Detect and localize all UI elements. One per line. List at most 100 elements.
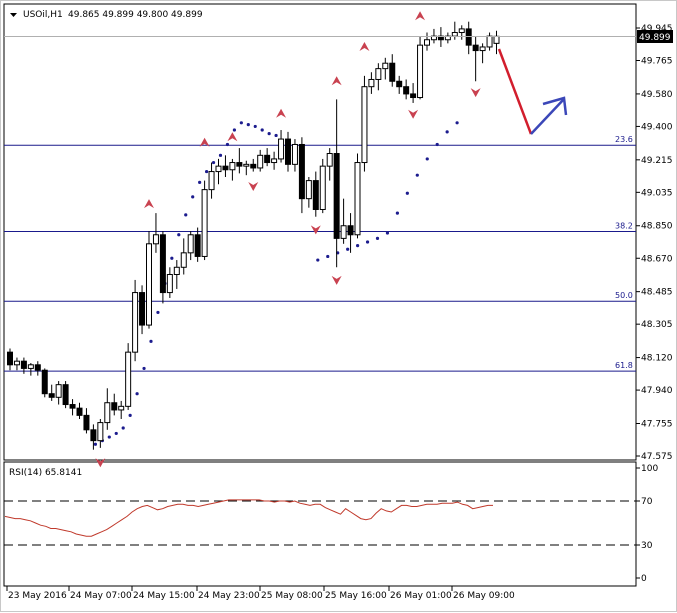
candle-body [257, 154, 264, 169]
fractal-down-icon [310, 225, 321, 235]
sar-dot [128, 413, 132, 417]
candle-body [347, 225, 354, 236]
forecast-arrows[interactable] [497, 48, 568, 135]
price-label: 48.305 [641, 320, 673, 330]
sar-dot [198, 180, 202, 185]
time-label: 24 May 15:00 [133, 591, 195, 601]
fib-label: 23.6 [615, 135, 633, 144]
sar-dot [135, 392, 139, 396]
sar-dot [232, 128, 236, 132]
candle-body [41, 369, 48, 395]
candle-body [97, 422, 104, 442]
sar-dot [385, 231, 390, 235]
price-label: 49.945 [641, 24, 673, 34]
candle-body [368, 78, 375, 88]
candle-body [326, 153, 333, 167]
sar-dot [121, 426, 125, 430]
price-label: 49.400 [641, 122, 673, 132]
fibonacci-levels[interactable]: 23.6 38.2 50.0 61.8 [4, 135, 636, 372]
sar-dot [253, 124, 257, 129]
candle-body [173, 266, 180, 276]
sar-dot [435, 142, 439, 147]
time-label: 24 May 07:00 [70, 591, 132, 601]
sar-dot [274, 133, 278, 138]
candle-body [319, 165, 326, 210]
current-price-tag: 49.899 [637, 30, 673, 43]
candle-body [76, 407, 83, 416]
parabolic-sar-dots [93, 121, 459, 446]
time-label: 26 May 01:00 [390, 591, 452, 601]
candle-body [13, 360, 20, 366]
price-label: 47.940 [641, 386, 673, 396]
candle-body [465, 28, 472, 46]
sar-dot [445, 130, 449, 134]
candle-body [285, 138, 291, 165]
up-arrow-head-icon [542, 96, 568, 116]
candle-body [139, 292, 146, 326]
rsi-pane[interactable] [3, 461, 637, 587]
fractal-up-icon [415, 11, 426, 21]
candlesticks [7, 21, 500, 450]
price-label: 48.485 [641, 288, 673, 298]
sar-dot [405, 191, 409, 195]
rsi-axis-label: 100 [641, 464, 658, 474]
candle-body [389, 62, 396, 82]
price-label: 47.575 [641, 452, 673, 462]
candle-body [229, 162, 236, 171]
sar-dot [225, 142, 230, 147]
rsi-axis-label: 0 [641, 574, 647, 584]
sar-dot [170, 256, 174, 260]
candle-body [417, 44, 424, 99]
price-label: 48.670 [641, 254, 673, 264]
candle-body [410, 93, 417, 99]
candle-body [312, 180, 319, 210]
fractal-down-icon [248, 181, 259, 191]
symbol-label: USOil,H1 [23, 10, 63, 20]
time-label: 23 May 2016 [8, 591, 67, 601]
down-trend-line[interactable] [497, 48, 533, 135]
sar-dot [260, 128, 264, 132]
candle-body [361, 86, 368, 164]
fractal-up-icon [199, 137, 210, 147]
dropdown-triangle-icon[interactable] [10, 13, 17, 17]
sar-dot [93, 442, 97, 446]
fractal-down-icon [95, 458, 106, 468]
fractal-up-icon [359, 41, 370, 51]
candle-body [159, 234, 166, 294]
sar-dot [455, 121, 459, 125]
price-label: 49.035 [641, 188, 673, 198]
fib-label: 50.0 [615, 291, 633, 300]
sar-dot [177, 233, 181, 237]
fib-label: 61.8 [615, 361, 633, 370]
price-label: 48.850 [641, 222, 673, 232]
sar-dot [205, 169, 209, 174]
sar-dot [114, 431, 118, 436]
candle-body [69, 404, 76, 409]
time-label: 25 May 16:00 [325, 591, 387, 601]
candle-body [486, 35, 493, 48]
fractal-down-icon [331, 275, 342, 285]
candle-body [424, 39, 430, 46]
candle-body [243, 163, 250, 167]
fractal-up-icon [144, 199, 154, 209]
candle-body [90, 429, 97, 442]
candle-body [305, 180, 312, 200]
price-axis: 49.945 49.765 49.580 49.400 49.215 49.035 48.8… [636, 24, 673, 462]
candle-body [62, 384, 69, 406]
sar-dot [365, 240, 370, 244]
candle-body [396, 80, 403, 88]
candle-body [125, 351, 132, 407]
fractal-up-icon [276, 108, 287, 118]
candle-body [166, 274, 173, 294]
candle-body [152, 234, 159, 245]
candle-body [83, 414, 90, 431]
sar-dot [346, 247, 350, 251]
fractal-up-icon [227, 132, 238, 142]
sar-dot [156, 310, 160, 315]
candle-body [493, 35, 500, 44]
rsi-axis-label: 30 [641, 541, 653, 551]
sar-dot [375, 236, 380, 240]
up-arrow-line[interactable] [530, 98, 565, 135]
